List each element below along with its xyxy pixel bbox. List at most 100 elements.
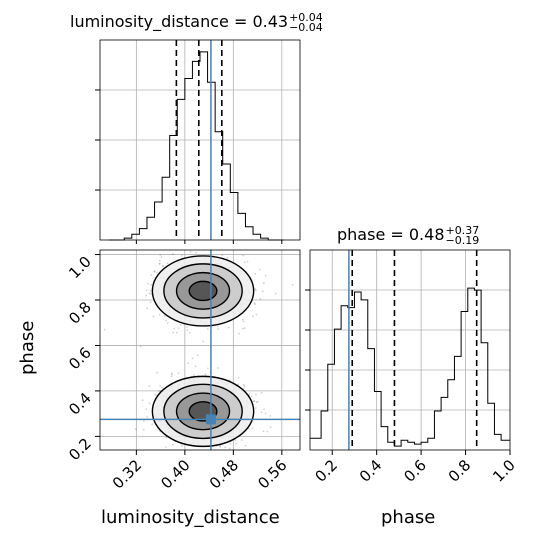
x-tick-label: 0.56 <box>254 456 290 492</box>
sample-point <box>158 390 160 392</box>
sample-point <box>150 274 153 276</box>
sample-point <box>221 254 224 256</box>
sample-point <box>262 282 265 285</box>
histogram-steps <box>109 51 284 241</box>
y-tick-label: 0.6 <box>65 344 95 374</box>
sample-point <box>187 362 190 365</box>
sample-point <box>152 315 155 318</box>
sample-point <box>142 428 145 431</box>
sample-point <box>255 313 258 316</box>
sample-point <box>164 315 166 317</box>
sample-point <box>162 265 165 268</box>
luminosity-distance-histogram-panel <box>95 39 301 244</box>
sample-point <box>153 270 156 272</box>
sample-point <box>159 384 162 387</box>
title-errors: +0.37 −0.19 <box>446 225 480 246</box>
y-tick-label: 0.8 <box>65 298 95 328</box>
title-plus: +0.04 <box>289 10 323 24</box>
title-param: luminosity_distance <box>70 12 229 31</box>
sample-point <box>173 327 176 330</box>
sample-point <box>186 329 189 332</box>
sample-point <box>103 328 106 331</box>
sample-point <box>189 251 192 253</box>
sample-point <box>181 254 183 257</box>
sample-point <box>145 408 148 410</box>
title-param: phase <box>337 225 386 244</box>
panel-frame <box>309 249 511 451</box>
sample-point <box>253 400 256 403</box>
sample-point <box>241 318 244 321</box>
sample-point <box>134 428 137 431</box>
sample-point <box>258 268 261 271</box>
sample-point <box>219 445 222 448</box>
sample-point <box>256 400 259 403</box>
sample-point <box>274 292 277 295</box>
sample-point <box>145 289 148 292</box>
sample-point <box>159 254 162 256</box>
sample-point <box>254 288 257 290</box>
sample-point <box>242 254 245 257</box>
sample-point <box>242 383 245 386</box>
sample-point <box>266 430 269 433</box>
sample-point <box>166 262 169 265</box>
sample-point <box>251 427 254 429</box>
sample-point <box>228 447 231 450</box>
panel-frame <box>99 249 301 451</box>
sample-point <box>263 408 265 411</box>
sample-point <box>191 357 194 360</box>
sample-point <box>147 282 150 285</box>
title-eq: = <box>233 12 253 31</box>
sample-point <box>255 401 258 404</box>
panel-bg <box>310 250 510 450</box>
sample-point <box>146 307 148 310</box>
sample-point <box>264 412 267 415</box>
sample-point <box>252 315 254 318</box>
title-minus: −0.04 <box>289 20 323 34</box>
sample-point <box>186 326 188 328</box>
sample-point <box>196 354 199 357</box>
sample-point <box>161 264 164 267</box>
sample-point <box>172 253 174 256</box>
x-tick-label: 0.40 <box>157 456 193 492</box>
sample-point <box>260 391 263 394</box>
sample-point <box>148 292 151 295</box>
sample-point <box>149 301 152 303</box>
sample-point <box>165 436 168 439</box>
y-tick-label: 0.4 <box>65 389 95 419</box>
sample-point <box>139 345 142 348</box>
sample-point <box>193 374 195 376</box>
sample-point <box>153 270 156 273</box>
sample-point <box>269 426 272 429</box>
title-eq: = <box>390 225 409 244</box>
x-tick-label: 1.0 <box>489 456 519 486</box>
sample-point <box>150 284 153 286</box>
sample-point <box>149 289 152 292</box>
x-tick-label: 0.8 <box>445 456 475 486</box>
sample-point <box>165 319 167 322</box>
sample-point <box>154 393 157 396</box>
sample-point <box>216 367 219 369</box>
sample-point <box>171 373 173 376</box>
sample-point <box>243 261 246 264</box>
sample-point <box>261 290 264 293</box>
sample-point <box>172 331 175 334</box>
sample-point <box>253 302 256 304</box>
sample-point <box>170 372 173 375</box>
sample-point <box>166 322 169 324</box>
sample-point <box>206 328 209 330</box>
sample-point <box>254 407 257 409</box>
sample-point <box>170 375 173 378</box>
sample-point <box>246 260 249 263</box>
sample-point <box>237 376 240 379</box>
sample-point <box>269 415 272 417</box>
sample-point <box>161 386 163 389</box>
sample-point <box>158 263 161 265</box>
histogram-steps <box>310 287 510 447</box>
x-axis-label-phase: phase <box>381 507 436 528</box>
sample-point <box>202 340 205 343</box>
sample-point <box>255 393 257 396</box>
sample-point <box>188 331 191 334</box>
sample-point <box>259 298 262 300</box>
sample-point <box>243 327 246 329</box>
sample-point <box>255 289 257 292</box>
